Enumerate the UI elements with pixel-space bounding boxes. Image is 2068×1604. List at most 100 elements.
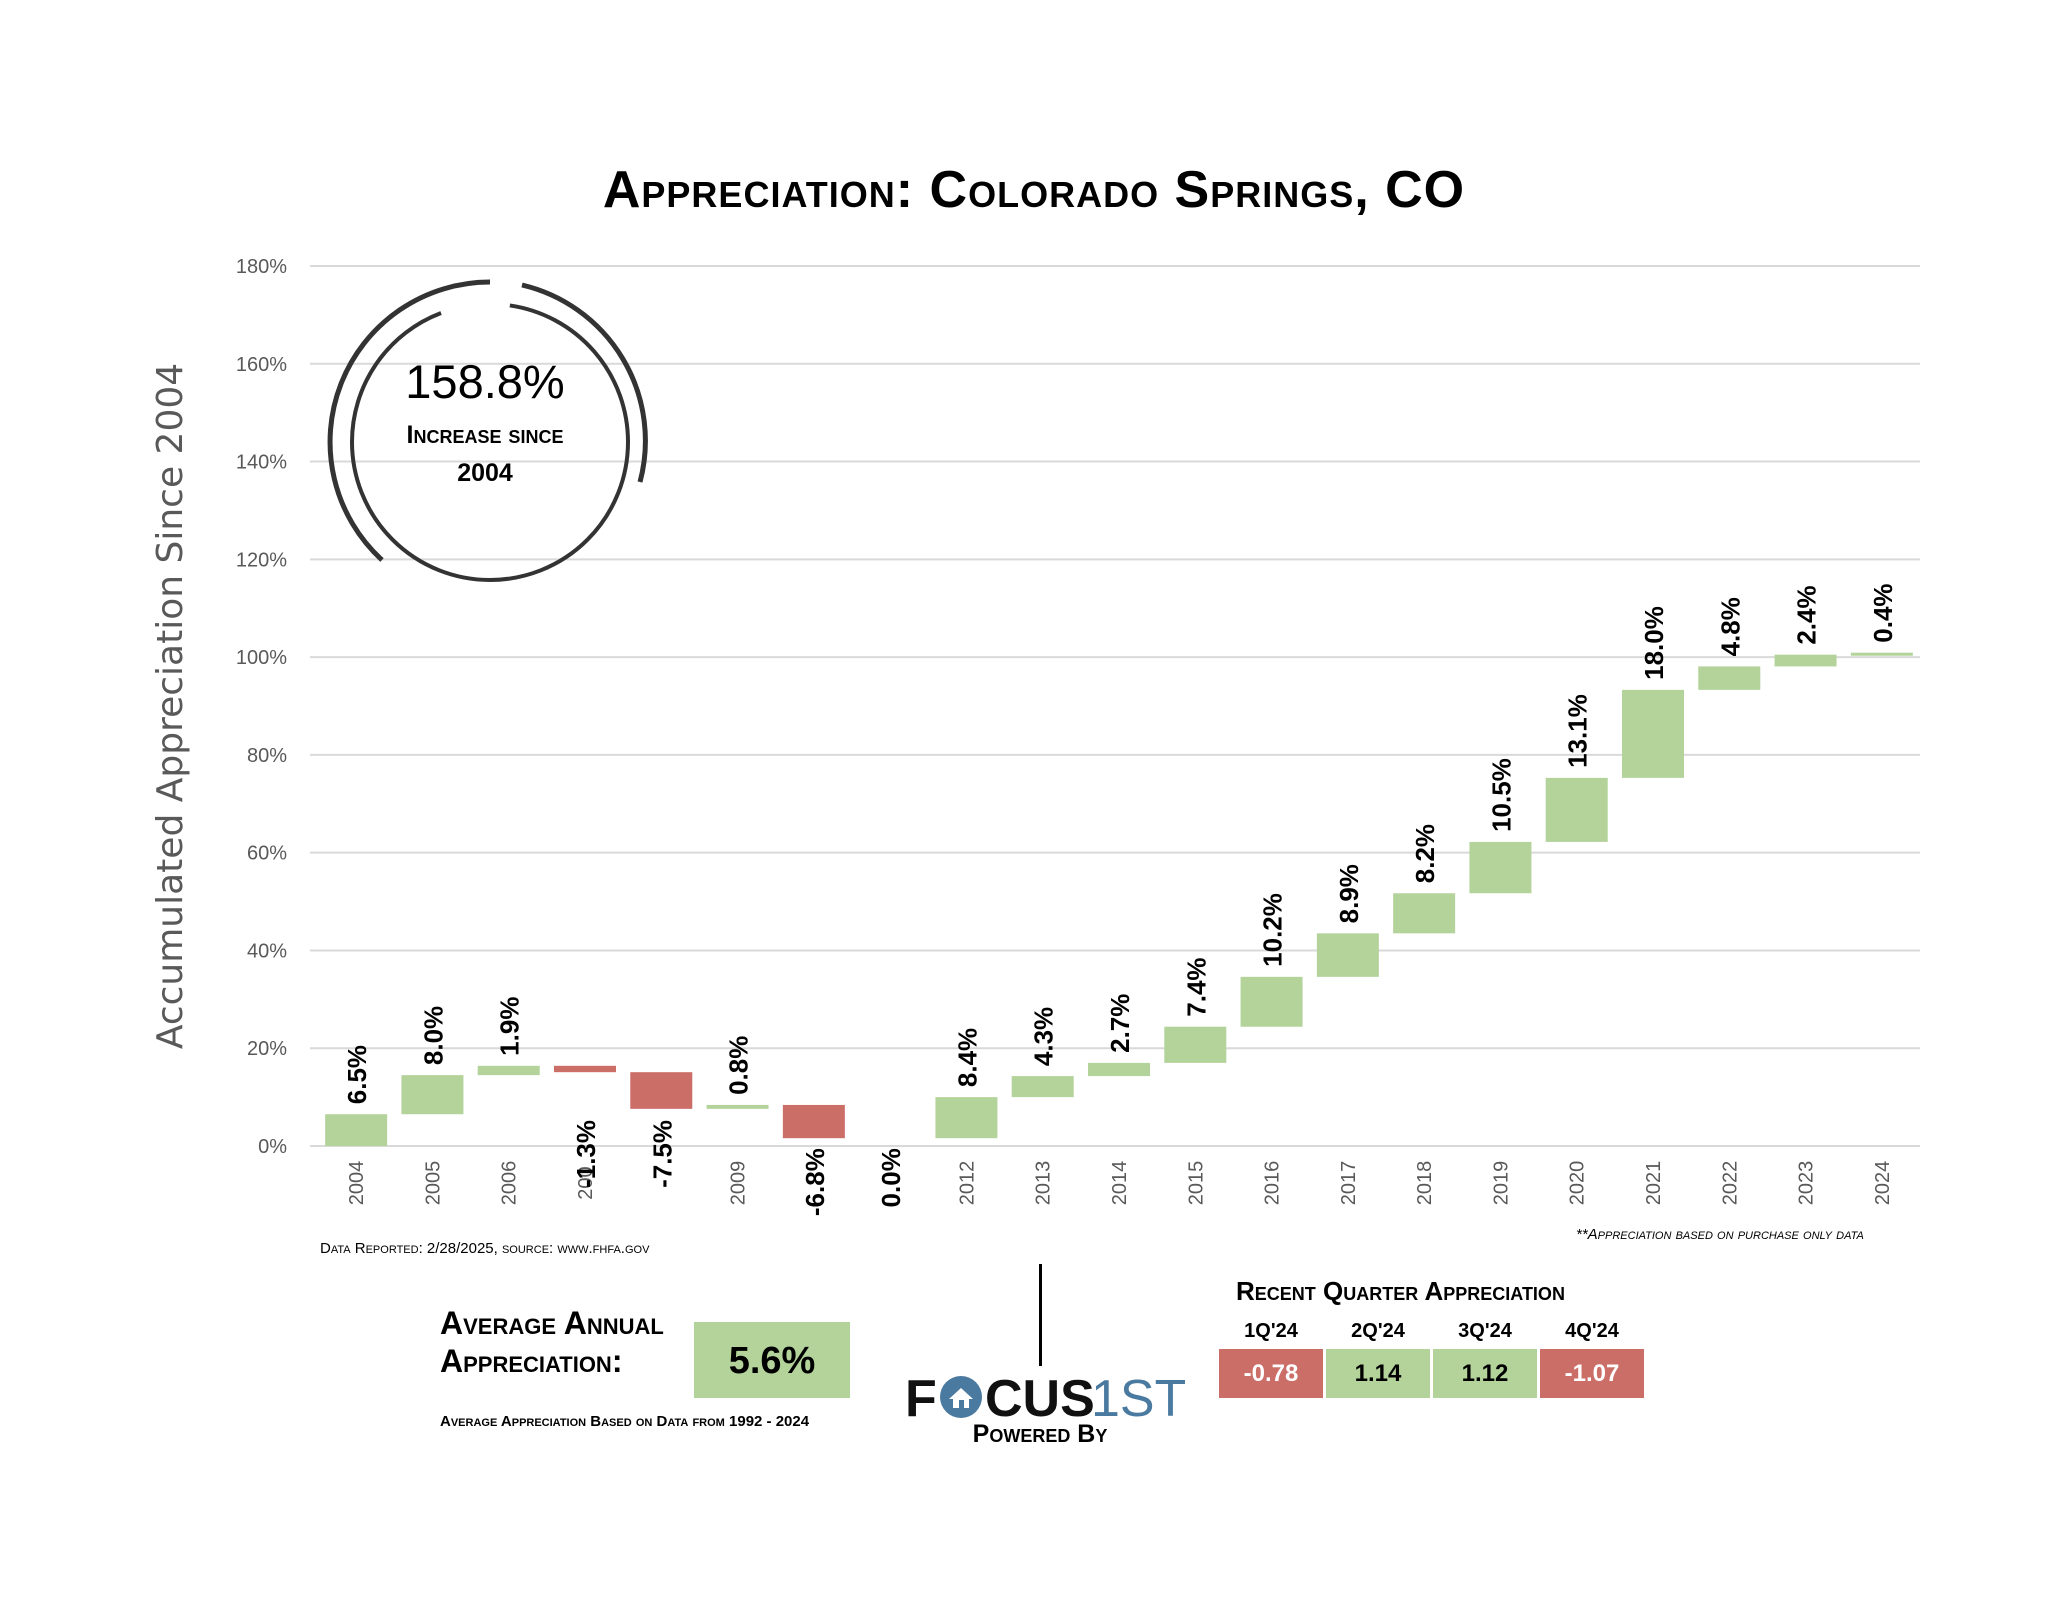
bar <box>1164 1026 1227 1063</box>
x-tick-label: 2024 <box>1872 1161 1894 1206</box>
bar <box>706 1104 769 1109</box>
y-tick-label: 40% <box>247 940 287 962</box>
total-increase-line1: Increase since <box>406 421 564 449</box>
quarter-label: 3Q'24 <box>1458 1320 1512 1342</box>
total-increase-value: 158.8% <box>405 355 565 408</box>
purchase-only-note: **Appreciation based on purchase only da… <box>1576 1226 1864 1243</box>
quarter-label: 4Q'24 <box>1565 1320 1619 1342</box>
x-tick-label: 2019 <box>1490 1161 1512 1206</box>
data-label: 18.0% <box>1639 606 1669 680</box>
x-tick-label: 2022 <box>1719 1161 1741 1206</box>
quarter-value: -0.78 <box>1219 1349 1323 1398</box>
y-tick-label: 20% <box>247 1038 287 1060</box>
data-label: 2.4% <box>1792 585 1822 644</box>
bar <box>630 1072 693 1109</box>
data-label: 0.0% <box>876 1148 906 1207</box>
x-tick-label: 2013 <box>1033 1161 1055 1206</box>
bar <box>1011 1076 1074 1098</box>
data-label: 8.2% <box>1410 824 1440 883</box>
x-tick-label: 2020 <box>1567 1161 1589 1206</box>
outer-arc-right <box>521 282 648 483</box>
quarter-label: 2Q'24 <box>1351 1320 1405 1342</box>
data-label: 1.9% <box>495 997 525 1056</box>
chart-title: Appreciation: Colorado Springs, CO <box>602 161 1466 219</box>
total-increase-ring <box>320 272 660 612</box>
logo-1st: 1ST <box>1091 1370 1185 1426</box>
x-tick-label: 2012 <box>956 1161 978 1206</box>
bar <box>325 1114 388 1146</box>
y-tick-label: 100% <box>236 647 287 669</box>
total-increase-line2: 2004 <box>457 459 513 487</box>
divider-line <box>1039 1264 1042 1366</box>
bar <box>1088 1062 1150 1077</box>
y-tick-label: 140% <box>236 452 287 474</box>
data-label: 10.2% <box>1258 893 1288 967</box>
data-label: 7.4% <box>1181 957 1211 1016</box>
x-tick-label: 2006 <box>499 1161 521 1206</box>
bar <box>401 1075 464 1115</box>
data-label: 6.5% <box>342 1045 372 1104</box>
bar <box>1774 654 1837 667</box>
y-tick-label: 120% <box>236 549 287 571</box>
recent-quarter-title: Recent Quarter Appreciation <box>1236 1276 1565 1306</box>
data-label: 8.0% <box>418 1006 448 1065</box>
bar <box>1316 933 1379 977</box>
logo-cus: CUS <box>985 1370 1095 1426</box>
x-tick-label: 200 <box>575 1166 597 1199</box>
bar <box>477 1065 540 1076</box>
x-tick-label: 2018 <box>1414 1161 1436 1206</box>
inner-ring <box>350 302 630 582</box>
y-tick-label: 0% <box>258 1136 287 1158</box>
data-label: -7.5% <box>647 1120 677 1188</box>
x-tick-label: 2015 <box>1185 1161 1207 1206</box>
bar <box>1698 666 1761 690</box>
quarter-value: -1.07 <box>1540 1349 1644 1398</box>
bar <box>1545 777 1608 842</box>
data-label: 13.1% <box>1563 694 1593 768</box>
bar <box>1393 893 1456 934</box>
x-tick-label: 2023 <box>1796 1161 1818 1206</box>
bar <box>1469 841 1532 894</box>
average-subtitle: Average Appreciation Based on Data from … <box>440 1413 810 1430</box>
outer-arc-left <box>327 279 491 562</box>
quarter-value: 1.14 <box>1326 1349 1430 1398</box>
bar <box>554 1065 616 1073</box>
x-tick-label: 2021 <box>1643 1161 1665 1206</box>
data-reported-note: Data Reported: 2/28/2025, source: www.fh… <box>320 1240 650 1257</box>
x-tick-label: 2014 <box>1109 1161 1131 1206</box>
data-label: -1.3% <box>571 1120 601 1188</box>
quarter-label: 1Q'24 <box>1244 1320 1298 1342</box>
x-tick-label: 2017 <box>1338 1161 1360 1206</box>
average-value: 5.6% <box>694 1322 850 1398</box>
x-tick-label: 2005 <box>422 1161 444 1206</box>
total-increase-caption: Increase since 2004 <box>320 416 650 492</box>
y-tick-label: 180% <box>236 256 287 278</box>
quarter-value: 1.12 <box>1433 1349 1537 1398</box>
data-label: 2.7% <box>1105 994 1135 1053</box>
y-tick-label: 80% <box>247 745 287 767</box>
logo-letter-f: F <box>905 1370 937 1426</box>
data-label: -6.8% <box>800 1148 830 1216</box>
bar <box>1240 976 1303 1027</box>
powered-by-label: Powered By <box>972 1420 1108 1448</box>
bar <box>1622 689 1684 778</box>
data-label: 4.8% <box>1715 597 1745 656</box>
y-axis-label: Accumulated Appreciation Since 2004 <box>150 363 191 1049</box>
bar <box>782 1104 845 1139</box>
data-label: 0.8% <box>724 1036 754 1095</box>
data-label: 10.5% <box>1486 758 1516 832</box>
data-label: 8.4% <box>952 1028 982 1087</box>
y-tick-label: 160% <box>236 354 287 376</box>
focus1st-logo: F CUS 1ST <box>905 1370 1185 1426</box>
data-label: 4.3% <box>1029 1007 1059 1066</box>
x-tick-label: 2004 <box>346 1161 368 1206</box>
house-icon <box>940 1376 982 1418</box>
data-label: 0.4% <box>1868 583 1898 642</box>
y-tick-label: 60% <box>247 843 287 865</box>
bar <box>1850 652 1913 656</box>
data-label: 8.9% <box>1334 864 1364 923</box>
average-label: Average Annual Appreciation: <box>440 1305 664 1379</box>
x-tick-label: 2009 <box>728 1161 750 1206</box>
